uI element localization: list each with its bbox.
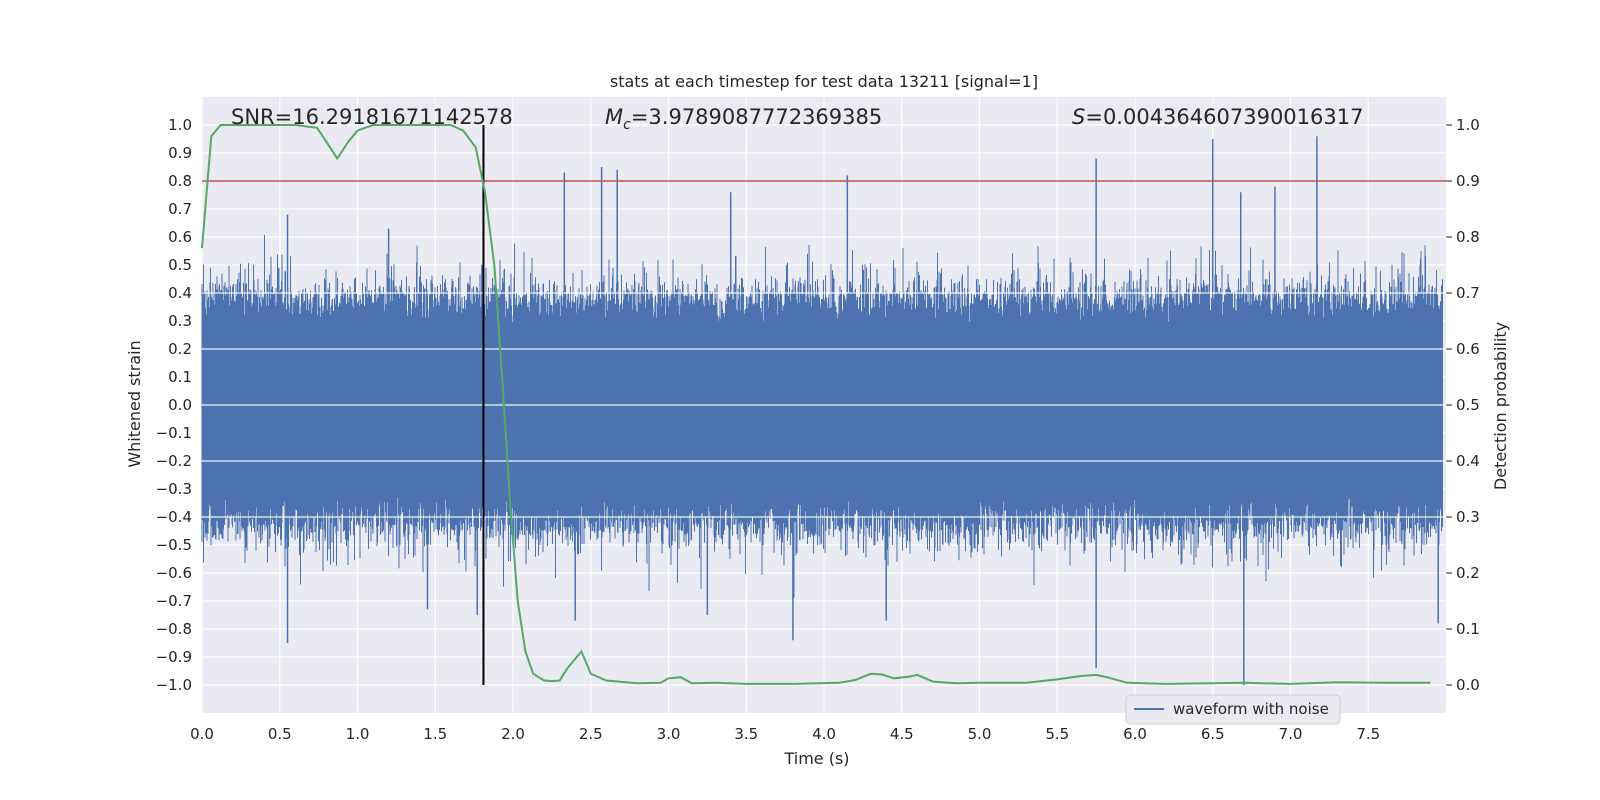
x-tick-label: 1.5 <box>423 725 447 743</box>
x-tick-label: 4.5 <box>890 725 914 743</box>
x-tick-label: 1.0 <box>346 725 370 743</box>
y-tick-label: 0.8 <box>168 172 192 190</box>
x-tick-label: 2.0 <box>501 725 525 743</box>
y-tick-label: 0.7 <box>168 200 192 218</box>
waveform-core <box>202 326 1443 489</box>
y-tick-label: −0.5 <box>156 536 192 554</box>
x-tick-label: 0.5 <box>268 725 292 743</box>
y2-tick-label: 0.0 <box>1456 676 1480 694</box>
x-tick-label: 6.5 <box>1201 725 1225 743</box>
legend: waveform with noise <box>1125 694 1341 725</box>
y2-tick-label: 0.5 <box>1456 396 1480 414</box>
snr-annotation: SNR=16.29181671142578 <box>231 105 513 129</box>
chart-title: stats at each timestep for test data 132… <box>610 72 1038 91</box>
x-tick-label: 3.5 <box>734 725 758 743</box>
y-tick-label: −0.3 <box>156 480 192 498</box>
chirp-mass-annotation: Mc=3.9789087772369385 <box>605 105 882 133</box>
legend-label: waveform with noise <box>1173 700 1329 718</box>
x-tick-label: 7.0 <box>1279 725 1303 743</box>
y-tick-label: 0.9 <box>168 144 192 162</box>
y2-tick-label: 0.1 <box>1456 620 1480 638</box>
y-tick-label: −1.0 <box>156 676 192 694</box>
chirp-mass-subscript: c <box>623 117 631 133</box>
s-symbol: S <box>1072 105 1085 129</box>
x-tick-label: 5.5 <box>1045 725 1069 743</box>
x-tick-label: 0.0 <box>190 725 214 743</box>
x-tick-label: 6.0 <box>1123 725 1147 743</box>
y-axis-label: Whitened strain <box>125 340 144 467</box>
y-axis-ticks: 1.0 0.9 0.8 0.7 0.6 0.5 0.4 0.3 0.2 0.1 0.0 −0.1 −0.… <box>156 116 192 694</box>
x-tick-label: 4.0 <box>812 725 836 743</box>
y-tick-label: −0.2 <box>156 452 192 470</box>
y-tick-label: 0.4 <box>168 284 192 302</box>
y-tick-label: −0.4 <box>156 508 192 526</box>
waveform-series <box>201 136 1446 685</box>
y-tick-label: 0.6 <box>168 228 192 246</box>
x-tick-label: 2.5 <box>579 725 603 743</box>
y-tick-label: 1.0 <box>168 116 192 134</box>
y2-tick-label: 0.6 <box>1456 340 1480 358</box>
y2-tick-label: 0.3 <box>1456 508 1480 526</box>
y-tick-label: −0.8 <box>156 620 192 638</box>
detection-probability-line <box>201 124 1431 685</box>
x-tick-label: 3.0 <box>657 725 681 743</box>
y-tick-label: −0.1 <box>156 424 192 442</box>
x-tick-label: 7.5 <box>1356 725 1380 743</box>
legend-box <box>1125 694 1341 725</box>
y-tick-label: 0.2 <box>168 340 192 358</box>
y2-tick-label: 0.8 <box>1456 228 1480 246</box>
y-tick-label: 0.5 <box>168 256 192 274</box>
y-tick-label: 0.1 <box>168 368 192 386</box>
s-annotation: S=0.004364607390016317 <box>1072 105 1363 129</box>
y-tick-label: 0.0 <box>168 396 192 414</box>
y2-tick-label: 0.4 <box>1456 452 1480 470</box>
y2-tick-label: 0.9 <box>1456 172 1480 190</box>
y-tick-label: 0.3 <box>168 312 192 330</box>
x-tick-label: 5.0 <box>968 725 992 743</box>
y2-tick-label: 0.7 <box>1456 284 1480 302</box>
y-tick-label: −0.9 <box>156 648 192 666</box>
y2-tick-label: 0.2 <box>1456 564 1480 582</box>
s-value: =0.004364607390016317 <box>1085 105 1363 129</box>
y-tick-label: −0.6 <box>156 564 192 582</box>
y2-axis-ticks: 1.0 0.9 0.8 0.7 0.6 0.5 0.4 0.3 0.2 0.1 0.0 <box>1446 116 1480 694</box>
chirp-mass-symbol: M <box>605 105 623 129</box>
x-axis-ticks: 0.0 0.5 1.0 1.5 2.0 2.5 3.0 3.5 4.0 4.5 5.0 5.5 6.0 6… <box>190 725 1380 743</box>
chirp-mass-value: =3.9789087772369385 <box>631 105 882 129</box>
y2-tick-label: 1.0 <box>1456 116 1480 134</box>
y2-axis-label: Detection probability <box>1491 322 1510 490</box>
y-tick-label: −0.7 <box>156 592 192 610</box>
x-axis-label: Time (s) <box>783 749 849 768</box>
